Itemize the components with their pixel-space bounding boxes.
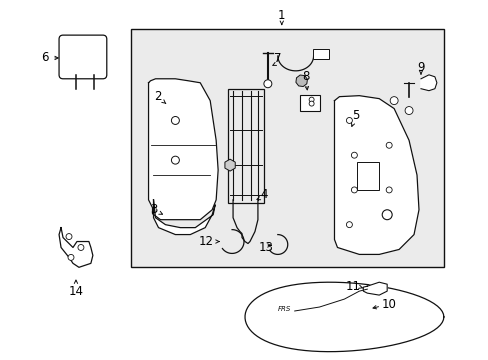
Circle shape [351,152,357,158]
Text: 9: 9 [416,61,424,75]
Circle shape [68,255,74,260]
Text: 2: 2 [153,90,161,103]
Circle shape [346,117,352,123]
Bar [357,162,379,190]
Polygon shape [59,228,93,267]
Polygon shape [224,159,235,171]
Bar [312,49,328,59]
Circle shape [66,234,72,239]
Text: 13: 13 [258,241,273,254]
Circle shape [264,80,271,88]
Bar [227,89,264,203]
Text: 3: 3 [149,203,157,216]
Circle shape [346,222,352,228]
Text: FRS: FRS [278,306,291,312]
Text: 11: 11 [345,280,360,293]
Circle shape [308,97,313,102]
Polygon shape [363,282,386,295]
FancyBboxPatch shape [59,35,106,79]
Polygon shape [420,75,436,91]
Circle shape [386,142,391,148]
Text: 4: 4 [260,188,267,201]
Polygon shape [148,79,218,220]
Text: 8: 8 [302,70,309,83]
Bar [299,95,319,111]
Text: 1: 1 [278,9,285,22]
Text: 12: 12 [198,235,213,248]
Circle shape [382,210,391,220]
Polygon shape [295,75,307,86]
Polygon shape [153,200,215,235]
Circle shape [404,107,412,114]
Polygon shape [334,96,418,255]
Text: 5: 5 [351,109,358,122]
Text: 14: 14 [68,285,83,298]
Circle shape [386,187,391,193]
Text: 10: 10 [381,297,396,311]
Text: 6: 6 [41,51,49,64]
Circle shape [78,244,84,251]
Circle shape [308,101,313,106]
Circle shape [171,117,179,125]
Circle shape [351,187,357,193]
Polygon shape [244,282,443,352]
Circle shape [389,96,397,105]
Circle shape [171,156,179,164]
Text: 7: 7 [273,53,281,66]
Bar [130,29,443,267]
